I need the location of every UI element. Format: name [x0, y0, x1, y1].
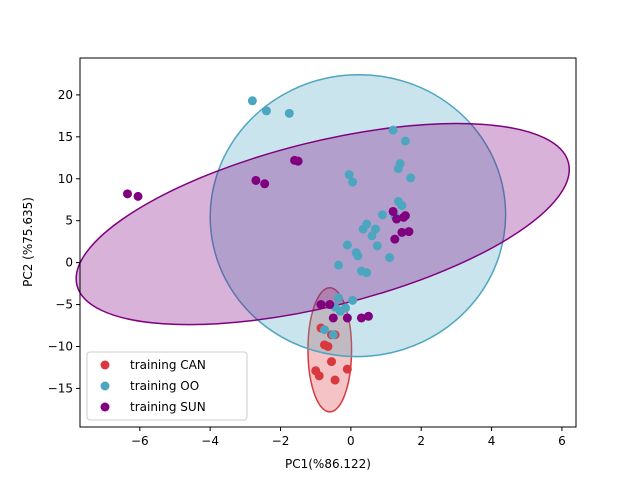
legend-marker: [100, 381, 110, 391]
data-point: [367, 231, 377, 241]
x-tick-label: 0: [347, 434, 355, 448]
x-tick-label: 4: [488, 434, 496, 448]
data-point: [342, 313, 352, 323]
x-tick-label: −4: [201, 434, 219, 448]
data-point: [353, 251, 363, 261]
plot-frame: [79, 57, 577, 428]
data-point: [399, 212, 409, 222]
data-point: [392, 214, 402, 224]
legend-label: training CAN: [130, 358, 206, 372]
data-point: [356, 313, 366, 323]
data-point: [328, 313, 338, 323]
data-point: [363, 311, 373, 321]
data-point: [284, 108, 294, 118]
y-tick-label: 15: [58, 130, 73, 144]
data-point: [406, 173, 416, 183]
data-point: [342, 240, 352, 250]
data-point: [388, 125, 398, 135]
data-point: [328, 330, 338, 340]
data-point: [348, 177, 358, 187]
data-point: [404, 227, 414, 237]
data-point: [388, 206, 398, 216]
y-axis-label: PC2 (%75.635): [21, 197, 35, 287]
confidence-ellipses: [75, 73, 571, 413]
legend-box: [86, 351, 248, 421]
legend-marker: [100, 360, 110, 370]
data-point: [260, 179, 270, 189]
data-point: [251, 175, 261, 185]
data-point: [370, 224, 380, 234]
data-point: [400, 136, 410, 146]
y-tick-label: −15: [48, 381, 73, 395]
legend-marker: [100, 402, 110, 412]
data-point: [133, 191, 143, 201]
data-point: [362, 268, 372, 278]
data-point: [358, 224, 368, 234]
data-point: [327, 357, 337, 367]
data-point: [390, 234, 400, 244]
data-point: [325, 300, 335, 310]
data-point: [397, 227, 407, 237]
data-points: [122, 96, 416, 385]
data-point: [314, 371, 324, 381]
ellipse-training-sun: [75, 122, 571, 326]
data-point: [348, 295, 358, 305]
x-tick-label: 6: [558, 434, 566, 448]
data-point: [344, 170, 354, 180]
data-point: [261, 106, 271, 116]
data-point: [319, 325, 329, 335]
legend-label: training OO: [130, 379, 199, 393]
x-axis-ticks: −6 −4 −2 0 2 4 6: [131, 427, 566, 448]
data-point: [372, 241, 382, 251]
legend: training CAN training OO training SUN: [86, 351, 248, 421]
x-tick-label: −2: [272, 434, 290, 448]
y-tick-label: 20: [58, 88, 73, 102]
data-point: [316, 300, 326, 310]
data-point: [122, 189, 132, 199]
data-point: [330, 375, 340, 385]
y-tick-label: 5: [65, 214, 73, 228]
x-tick-label: 2: [417, 434, 425, 448]
x-tick-label: −6: [131, 434, 149, 448]
data-point: [378, 210, 388, 220]
data-point: [319, 340, 329, 350]
y-tick-label: −5: [55, 298, 73, 312]
x-axis-label: PC1(%86.122): [285, 457, 371, 471]
data-point: [334, 260, 344, 270]
y-tick-label: −10: [48, 339, 73, 353]
y-tick-label: 0: [65, 256, 73, 270]
data-point: [393, 164, 403, 174]
legend-label: training SUN: [130, 400, 206, 414]
data-point: [397, 201, 407, 211]
y-tick-label: 10: [58, 172, 73, 186]
data-point: [342, 364, 352, 374]
y-axis-ticks: −15 −10 −5 0 5 10 15 20: [48, 88, 80, 395]
ellipse-training-oo: [209, 73, 507, 358]
data-point: [385, 253, 395, 263]
data-point: [334, 293, 344, 303]
data-point: [247, 96, 257, 106]
data-point: [293, 156, 303, 166]
